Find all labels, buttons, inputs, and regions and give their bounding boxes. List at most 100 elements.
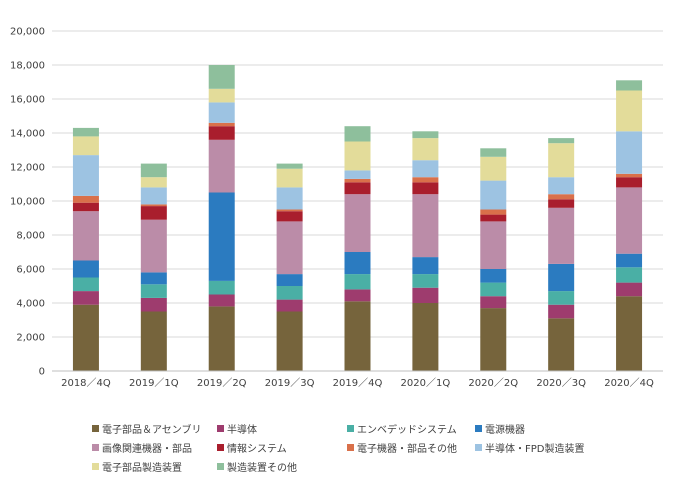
bar-segment	[480, 296, 507, 309]
bar-segment	[412, 138, 439, 161]
legend-row: 電子部品＆アセンブリ 半導体 エンベデッドシステム 電源機器	[92, 419, 652, 438]
bar-segment	[616, 187, 643, 254]
legend-swatch	[347, 444, 354, 451]
y-tick-label: 8,000	[16, 231, 45, 242]
bar-segment	[412, 160, 439, 178]
bar-segment	[480, 209, 507, 215]
y-tick-label: 2,000	[16, 333, 45, 344]
bar-segment	[412, 274, 439, 288]
x-tick-label: 2018／4Q	[61, 377, 111, 389]
y-tick-label: 18,000	[10, 61, 45, 72]
bar-segment	[344, 170, 371, 179]
bar-segment	[616, 267, 643, 283]
bar-segment	[208, 306, 235, 371]
bar-segment	[412, 177, 439, 183]
bar-segment	[276, 211, 303, 222]
legend-swatch	[92, 463, 99, 470]
bar-segment	[140, 284, 167, 298]
bar-segment	[72, 127, 99, 137]
bar-segment	[344, 141, 371, 171]
bar-segment	[616, 253, 643, 268]
bar-segment	[276, 274, 303, 286]
x-tick-label: 2020／4Q	[604, 377, 654, 389]
bar-segment	[208, 65, 235, 89]
y-tick-label: 0	[39, 367, 45, 378]
bar-segment	[480, 221, 507, 269]
bar-segment	[72, 155, 99, 196]
legend-swatch	[92, 425, 99, 432]
bar-segment	[344, 252, 371, 275]
x-tick-label: 2020／2Q	[468, 377, 518, 389]
bar-segment	[616, 296, 643, 371]
x-tick-label: 2020／1Q	[401, 377, 451, 389]
legend-swatch	[475, 444, 482, 451]
legend-label: 電子部品製造装置	[102, 463, 182, 474]
legend-label: 情報システム	[227, 444, 287, 455]
bar-segment	[208, 122, 235, 127]
legend-item: 画像関連機器・部品	[92, 440, 217, 455]
legend-item: 電子部品＆アセンブリ	[92, 421, 217, 436]
bar-segment	[72, 304, 99, 371]
legend-row: 電子部品製造装置 製造装置その他	[92, 457, 652, 476]
y-tick-label: 14,000	[10, 129, 45, 140]
bar-segment	[548, 194, 575, 200]
bar-segment	[208, 126, 235, 140]
bar-segment	[344, 182, 371, 195]
legend-swatch	[347, 425, 354, 432]
bar-segment	[140, 311, 167, 371]
bar-segment	[276, 299, 303, 312]
y-tick-label: 4,000	[16, 299, 45, 310]
bar-segment	[208, 294, 235, 307]
bar-segment	[72, 211, 99, 261]
y-tick-label: 10,000	[10, 197, 45, 208]
bar-segment	[208, 88, 235, 103]
bar-segment	[140, 297, 167, 312]
bar-segment	[208, 280, 235, 295]
x-tick-label: 2019／1Q	[129, 377, 179, 389]
bar-segment	[72, 260, 99, 278]
legend-item: 情報システム	[217, 440, 347, 455]
bar-segment	[276, 221, 303, 275]
bar-segment	[616, 90, 643, 132]
x-tick-label: 2020／3Q	[536, 377, 586, 389]
legend-label: 半導体・FPD製造装置	[485, 444, 585, 455]
bar-segment	[412, 131, 439, 139]
bar-segment	[72, 202, 99, 212]
bar-segment	[616, 177, 643, 188]
chart-plot: 0 2,000 4,000 6,000 8,000 10,000 12,000 14,000 1…	[10, 27, 663, 389]
legend-label: 電子部品＆アセンブリ	[102, 425, 202, 436]
bar-segment	[412, 182, 439, 195]
legend-label: エンベデッドシステム	[357, 425, 457, 436]
bar-segment	[344, 194, 371, 252]
bar-segment	[480, 148, 507, 157]
bar-segment	[616, 173, 643, 178]
bar-segment	[548, 263, 575, 292]
bar-segment	[276, 311, 303, 371]
bar-segment	[344, 126, 371, 142]
bar-segment	[276, 286, 303, 300]
bar-segment	[480, 308, 507, 371]
x-tick-label: 2019／2Q	[197, 377, 247, 389]
bar-segment	[616, 282, 643, 297]
y-tick-label: 20,000	[10, 27, 45, 38]
legend-swatch	[475, 425, 482, 432]
legend-row: 画像関連機器・部品 情報システム 電子機器・部品その他 半導体・FPD製造装置	[92, 438, 652, 457]
bar-segment	[480, 282, 507, 297]
x-tick-label: 2019／3Q	[265, 377, 315, 389]
legend-item: エンベデッドシステム	[347, 421, 475, 436]
bar-segment	[480, 156, 507, 181]
bar-segment	[344, 289, 371, 302]
bar-segment	[616, 131, 643, 174]
bar-segment	[548, 207, 575, 264]
legend-item: 電子部品製造装置	[92, 459, 217, 474]
legend-item: 半導体	[217, 421, 347, 436]
legend-label: 電源機器	[485, 425, 525, 436]
bar-segment	[480, 269, 507, 283]
legend-label: 半導体	[227, 425, 257, 436]
bar-segment	[276, 163, 303, 169]
legend-item: 半導体・FPD製造装置	[475, 440, 625, 455]
bar-segment	[480, 214, 507, 222]
bar-segment	[548, 291, 575, 305]
bar-segment	[412, 287, 439, 303]
